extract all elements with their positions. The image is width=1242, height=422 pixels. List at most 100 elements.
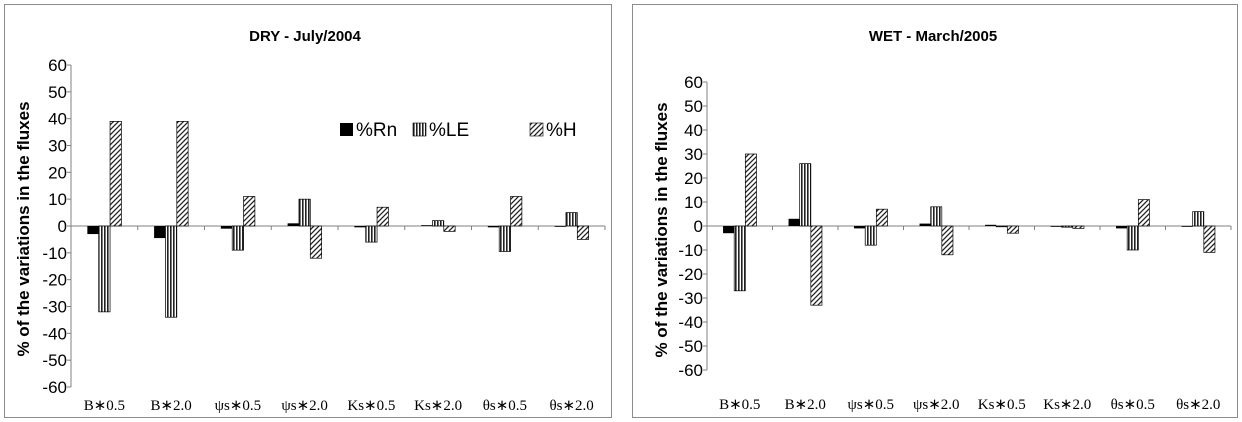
- x-tick-label: Ks∗0.5: [347, 398, 395, 414]
- bar-le-3: [231, 225, 244, 251]
- legend-swatch-rn: [340, 123, 353, 136]
- y-tick-label: -40: [678, 313, 703, 332]
- bar-le-4: [298, 198, 311, 227]
- chart-title: DRY - July/2004: [249, 28, 361, 45]
- bar-le-1: [98, 225, 111, 313]
- bar-rn-7: [487, 226, 500, 228]
- bar-le-7: [1126, 225, 1139, 251]
- bar-le-7: [498, 225, 511, 252]
- bar-le-2: [799, 163, 812, 227]
- y-tick-label: 30: [684, 145, 703, 164]
- bar-le-5: [365, 225, 378, 243]
- bar-rn-5: [985, 224, 997, 226]
- x-tick-label: θs∗2.0: [549, 398, 593, 414]
- y-tick-label: -20: [42, 271, 67, 290]
- x-tick-label: B∗0.5: [84, 398, 125, 414]
- legend-label-rn: %Rn: [356, 120, 397, 141]
- bar-rn-6: [1050, 226, 1062, 227]
- bar-h-3: [243, 196, 256, 227]
- bar-h-2: [176, 120, 189, 227]
- x-tick-label: B∗2.0: [785, 397, 826, 413]
- y-axis-label: % of the variations in the fluxes: [14, 101, 33, 356]
- bar-h-4: [309, 225, 322, 259]
- bar-rn-2: [154, 226, 166, 239]
- bar-le-4: [930, 206, 943, 227]
- bar-rn-8: [554, 226, 566, 227]
- bar-h-6: [1072, 225, 1085, 229]
- y-tick-label: 30: [48, 137, 67, 156]
- y-tick-label: 60: [48, 56, 67, 75]
- bar-le-6: [1061, 225, 1074, 228]
- y-tick-label: -60: [42, 378, 67, 397]
- bar-rn-3: [220, 226, 233, 229]
- x-tick-label: θs∗0.5: [483, 398, 527, 414]
- x-tick-label: θs∗0.5: [1111, 397, 1155, 413]
- bar-le-6: [432, 220, 445, 227]
- bar-rn-5: [354, 226, 366, 228]
- bar-le-8: [1192, 211, 1205, 227]
- y-tick-label: 0: [58, 217, 67, 236]
- bar-h-3: [875, 208, 888, 227]
- bar-rn-1: [723, 226, 735, 234]
- x-tick-label: Ks∗2.0: [414, 398, 462, 414]
- y-tick-label: -60: [678, 361, 703, 380]
- bar-rn-2: [788, 218, 800, 226]
- x-tick-label: B∗0.5: [719, 397, 760, 413]
- chart-panel-wet: WET - March/2005 % of the variations in …: [632, 4, 1238, 418]
- y-tick-label: 20: [48, 163, 67, 182]
- y-tick-label: 10: [684, 193, 703, 212]
- chart-svg-dry: DRY - July/2004 % of the variations in t…: [14, 28, 606, 414]
- bar-h-5: [376, 206, 389, 227]
- y-tick-label: 0: [694, 217, 703, 236]
- y-tick-label: -10: [678, 241, 703, 260]
- legend-label-h: %H: [546, 120, 577, 141]
- chart-panel-dry: DRY - July/2004 % of the variations in t…: [4, 4, 612, 418]
- legend-swatch-le: [412, 122, 427, 137]
- x-tick-label: ψs∗2.0: [281, 398, 328, 414]
- x-tick-label: Ks∗2.0: [1043, 397, 1091, 413]
- y-tick-label: -40: [42, 324, 67, 343]
- bar-h-7: [510, 196, 523, 227]
- y-tick-label: -20: [678, 265, 703, 284]
- y-tick-label: -50: [42, 351, 67, 370]
- x-tick-label: Ks∗0.5: [978, 397, 1026, 413]
- bar-rn-1: [87, 226, 99, 235]
- y-tick-label: 40: [48, 110, 67, 129]
- bar-le-2: [165, 225, 178, 318]
- bar-rn-8: [1181, 226, 1193, 227]
- y-tick-label: 10: [48, 190, 67, 209]
- bar-h-8: [576, 225, 589, 240]
- bar-le-5: [995, 225, 1008, 228]
- plot-area: 60 50 40 30 20 10 0 -10 -20 -30 -40 -50 -60 B∗0.5 B∗2.…: [678, 73, 1232, 413]
- bar-rn-3: [854, 226, 866, 229]
- bar-le-3: [864, 225, 877, 246]
- bar-h-7: [1137, 199, 1150, 227]
- chart-title: WET - March/2005: [869, 28, 997, 45]
- chart-svg-wet: WET - March/2005 % of the variations in …: [652, 28, 1232, 413]
- legend-swatch-h: [529, 122, 544, 137]
- plot-area: 60 50 40 30 20 10 0 -10 -20 -30 -40 -50 -60 B∗0.5 B∗2.…: [42, 56, 606, 414]
- bar-h-4: [941, 225, 954, 256]
- bar-le-8: [565, 212, 578, 227]
- y-tick-label: -30: [678, 289, 703, 308]
- bar-h-5: [1006, 225, 1019, 234]
- bar-h-1: [744, 153, 757, 227]
- legend-label-le: %LE: [429, 120, 469, 141]
- bar-rn-4: [287, 223, 299, 226]
- bar-rn-6: [421, 225, 433, 226]
- bar-h-6: [443, 225, 456, 232]
- bar-h-2: [810, 225, 823, 306]
- y-tick-label: 60: [684, 73, 703, 92]
- legend: %Rn %LE %H: [340, 120, 577, 141]
- x-tick-label: ψs∗2.0: [913, 397, 960, 413]
- bar-rn-4: [919, 223, 931, 226]
- y-axis-label: % of the variations in the fluxes: [652, 102, 671, 357]
- y-tick-label: -50: [678, 337, 703, 356]
- y-tick-label: -10: [42, 244, 67, 263]
- bar-le-1: [733, 225, 746, 292]
- y-tick-label: 50: [684, 97, 703, 116]
- y-tick-label: 50: [48, 83, 67, 102]
- x-tick-label: θs∗2.0: [1176, 397, 1220, 413]
- y-tick-label: -30: [42, 298, 67, 317]
- y-tick-label: 40: [684, 121, 703, 140]
